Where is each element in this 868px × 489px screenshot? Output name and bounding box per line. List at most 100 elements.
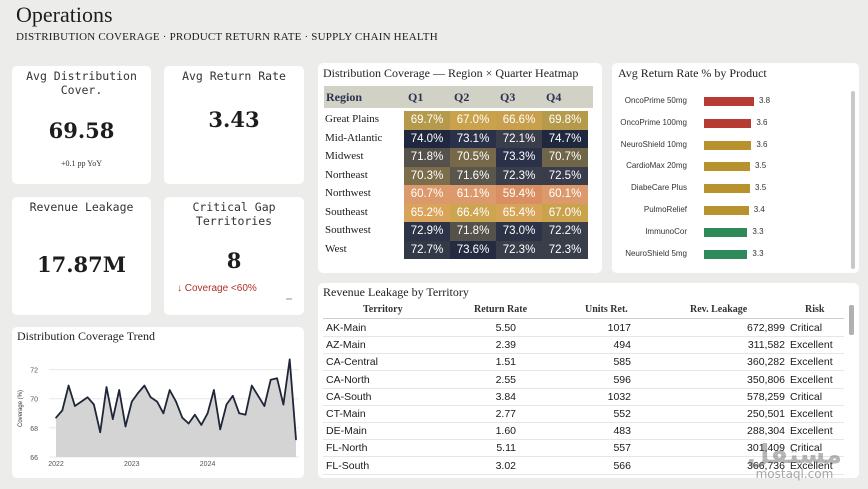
card-resize-handle[interactable]: [286, 298, 292, 300]
y-tick-label: 72: [30, 368, 38, 375]
heatmap-cell[interactable]: 69.8%: [542, 111, 588, 130]
heatmap-cell[interactable]: 67.0%: [542, 203, 588, 222]
heatmap-cell[interactable]: 60.7%: [404, 185, 450, 204]
bar-mark[interactable]: [704, 249, 748, 259]
page-subtitle: DISTRIBUTION COVERAGE · PRODUCT RETURN R…: [16, 31, 438, 43]
bar-value-label: 3.5: [755, 183, 767, 193]
table-cell: 494: [613, 339, 631, 352]
heatmap-cell[interactable]: 73.0%: [496, 222, 542, 241]
heatmap-row-label: Southwest: [325, 224, 371, 236]
y-tick-label: 68: [30, 426, 38, 433]
heatmap-cell[interactable]: 65.2%: [404, 203, 450, 222]
table-row[interactable]: AZ-Main 2.39 494 311,582 Excellent: [323, 337, 844, 355]
column-header-leakage[interactable]: Rev. Leakage: [690, 304, 748, 315]
table-row[interactable]: CA-North 2.55 596 350,806 Excellent: [323, 372, 844, 389]
table-cell: Excellent: [790, 459, 833, 472]
heatmap-cell[interactable]: 73.6%: [450, 240, 496, 259]
heatmap-cell[interactable]: 71.8%: [404, 148, 450, 167]
bar-mark[interactable]: [704, 227, 748, 237]
table-cell: FL-North: [326, 442, 368, 455]
column-header-territory[interactable]: Territory: [363, 304, 403, 315]
column-header-return-rate[interactable]: Return Rate: [474, 304, 528, 315]
table-cell: CT-Main: [326, 408, 366, 420]
heatmap-cell[interactable]: 71.6%: [450, 166, 496, 185]
leakage-table-title: Revenue Leakage by Territory: [323, 285, 469, 299]
heatmap-cell[interactable]: 72.1%: [496, 129, 542, 148]
heatmap-cell[interactable]: 67.0%: [450, 111, 496, 130]
heatmap-cell[interactable]: 74.0%: [404, 129, 450, 148]
x-tick-label: 2022: [48, 461, 64, 468]
bar-mark[interactable]: [704, 162, 751, 172]
trend-area: [56, 359, 296, 457]
heatmap-cell[interactable]: 74.7%: [542, 129, 588, 148]
table-row[interactable]: FL-North 5.11 557 301,409 Critical: [323, 440, 844, 458]
heatmap-cell[interactable]: 72.7%: [404, 240, 450, 259]
heatmap-cell[interactable]: 70.7%: [542, 148, 588, 167]
kpi-card-avg-return: Avg Return Rate 3.43: [164, 66, 304, 184]
table-row[interactable]: DE-Main 1.60 483 288,304 Excellent: [323, 423, 844, 441]
column-header-q1: Q1: [408, 90, 424, 104]
trend-point: [257, 395, 259, 397]
trend-point: [187, 422, 190, 425]
column-header-risk[interactable]: Risk: [805, 304, 825, 315]
bar-mark[interactable]: [704, 140, 752, 150]
heatmap-cell[interactable]: 72.3%: [496, 240, 542, 259]
heatmap-cell[interactable]: 73.3%: [496, 148, 542, 167]
bar-category-label: OncoPrime 100mg: [620, 117, 687, 127]
table-cell: Critical: [790, 322, 823, 334]
heatmap-cell[interactable]: 72.5%: [542, 166, 588, 185]
bar-mark[interactable]: [704, 184, 751, 194]
table-cell: 5.11: [496, 442, 516, 455]
table-scrollbar[interactable]: [849, 305, 854, 335]
trend-point: [276, 377, 278, 380]
bar-mark[interactable]: [704, 118, 752, 128]
bar-mark[interactable]: [704, 206, 749, 215]
chart-scrollbar[interactable]: [851, 91, 855, 269]
trend-point: [295, 438, 297, 441]
heatmap-cell[interactable]: 71.8%: [450, 222, 496, 241]
trend-point: [131, 400, 133, 403]
column-header-q4: Q4: [546, 90, 562, 104]
table-row[interactable]: CT-Main 2.77 552 250,501 Excellent: [323, 406, 844, 423]
page-header: Operations DISTRIBUTION COVERAGE · PRODU…: [0, 0, 868, 58]
heatmap-cell[interactable]: 66.6%: [496, 111, 542, 130]
heatmap-cell[interactable]: 61.1%: [450, 185, 496, 204]
column-header-region: Region: [326, 90, 362, 104]
heatmap-cell[interactable]: 60.1%: [542, 185, 588, 204]
heatmap-cell[interactable]: 69.7%: [404, 111, 450, 130]
column-header-q3: Q3: [500, 90, 516, 104]
table-cell: 301,409: [747, 442, 785, 455]
heatmap-cell[interactable]: 72.2%: [542, 222, 588, 241]
table-cell: 585: [613, 356, 631, 369]
kpi-label: Critical Gap Territories: [192, 200, 276, 228]
heatmap-cell[interactable]: 73.1%: [450, 129, 496, 148]
heatmap-cell[interactable]: 70.3%: [404, 166, 450, 185]
table-row[interactable]: CA-Central 1.51 585 360,282 Excellent: [323, 354, 844, 372]
table-row[interactable]: FL-South 3.02 566 366,736 Excellent: [323, 458, 844, 475]
heatmap-cell[interactable]: 65.4%: [496, 203, 542, 222]
trend-point: [181, 416, 184, 419]
column-header-units[interactable]: Units Ret.: [585, 304, 628, 315]
heatmap-cell[interactable]: 72.3%: [496, 166, 542, 185]
table-cell: Excellent: [790, 425, 833, 438]
table-cell: 552: [613, 408, 631, 420]
trend-point: [263, 405, 266, 407]
trend-point: [86, 396, 89, 399]
trend-point: [74, 405, 76, 407]
heatmap-cell[interactable]: 72.3%: [542, 240, 588, 259]
heatmap-cell[interactable]: 72.9%: [404, 222, 450, 241]
trend-point: [206, 412, 209, 415]
table-row[interactable]: CA-South 3.84 1032 578,259 Critical: [323, 389, 844, 406]
bar-category-label: NeuroShield 5mg: [625, 248, 687, 258]
kpi-card-avg-distribution: Avg Distribution Cover. 69.58 +0.1 pp Yo…: [12, 66, 151, 184]
heatmap-cell[interactable]: 70.5%: [450, 148, 496, 167]
heatmap-cell[interactable]: 66.4%: [450, 203, 496, 222]
heatmap-cell[interactable]: 59.4%: [496, 185, 542, 204]
bar-mark[interactable]: [704, 97, 754, 106]
table-cell: 1017: [607, 322, 631, 334]
table-cell: 578,259: [747, 390, 785, 403]
table-cell: CA-South: [326, 390, 372, 403]
trend-point: [156, 400, 158, 403]
table-row[interactable]: AK-Main 5.50 1017 672,899 Critical: [323, 320, 844, 337]
trend-point: [118, 389, 120, 391]
